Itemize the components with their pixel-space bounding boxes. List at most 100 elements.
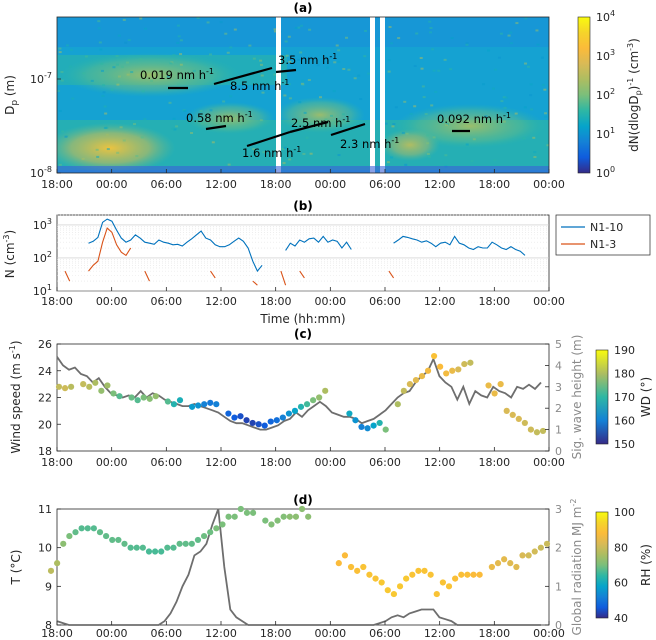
wind-point — [437, 363, 444, 370]
heatmap-cell — [135, 155, 139, 158]
heatmap-cell — [206, 21, 210, 24]
x-tick-label-0-6: 06:00 — [369, 178, 401, 191]
heatmap-cell — [426, 142, 430, 145]
heatmap-cell — [141, 90, 145, 93]
a-ytick-1-exp: -7 — [44, 71, 52, 80]
heatmap-cell — [127, 39, 131, 42]
x-tick-label-1-8: 18:00 — [478, 295, 510, 308]
heatmap-cell — [387, 70, 391, 73]
x-tick-label-3-6: 06:00 — [369, 627, 401, 640]
heatmap-cell — [422, 96, 426, 99]
heatmap-cell — [162, 76, 166, 79]
heatmap-cell — [384, 122, 388, 125]
heatmap-cell — [177, 35, 181, 38]
temperature-point — [335, 560, 342, 567]
heatmap-cell — [259, 59, 263, 62]
heatmap-cell — [503, 106, 507, 109]
heatmap-cell — [415, 32, 419, 35]
b-ytick-1: 10 — [33, 252, 47, 265]
heatmap-cell — [482, 83, 486, 86]
heatmap-cell — [465, 42, 469, 45]
heatmap-cell — [305, 136, 309, 139]
wind-point — [322, 387, 329, 394]
b-xlabel: Time (hh:mm) — [259, 312, 345, 326]
temperature-point — [182, 540, 189, 547]
heatmap-cell — [248, 44, 252, 47]
heatmap-cell — [192, 69, 196, 72]
panel-b-series — [65, 218, 526, 285]
heatmap-cell — [432, 136, 436, 139]
heatmap-cell — [287, 83, 291, 86]
heatmap-cell — [262, 151, 266, 154]
heatmap-cell — [309, 152, 313, 155]
heatmap-cell — [288, 60, 292, 63]
d-cb-tick-2: 80 — [614, 541, 628, 554]
heatmap-cell — [426, 134, 430, 137]
b-ytick-2: 10 — [33, 219, 47, 232]
heatmap-cell — [298, 101, 302, 104]
temperature-point — [464, 571, 471, 578]
heatmap-cell — [130, 71, 134, 74]
heatmap-cell — [65, 44, 69, 47]
heatmap-cell — [544, 112, 548, 115]
heatmap-cell — [172, 117, 176, 120]
heatmap-cell — [224, 32, 228, 35]
d-ytick-0: 8 — [45, 619, 52, 632]
wind-point — [418, 373, 426, 380]
heatmap-cell — [82, 72, 86, 75]
heatmap-cell — [532, 136, 536, 139]
temperature-point — [494, 560, 502, 567]
heatmap-cell — [345, 36, 349, 39]
heatmap-cell — [261, 91, 265, 94]
heatmap-cell — [397, 37, 401, 40]
x-tick-label-0-4: 18:00 — [260, 178, 292, 191]
heatmap-cell — [465, 143, 469, 146]
heatmap-cell — [386, 161, 390, 164]
heatmap-cell — [449, 68, 453, 71]
temperature-point — [72, 529, 79, 536]
wind-point — [533, 429, 541, 436]
heatmap-cell — [363, 55, 367, 58]
temperature-point — [525, 552, 532, 559]
temperature-point — [47, 567, 55, 574]
heatmap-cell — [102, 91, 106, 94]
heatmap-cell — [472, 138, 476, 141]
wind-point — [170, 401, 178, 408]
wave-height-line — [56, 356, 542, 431]
heatmap-cell — [172, 53, 176, 56]
wind-point — [176, 397, 184, 404]
heatmap-cell — [90, 79, 94, 82]
temperature-point — [305, 513, 312, 520]
wind-point — [503, 407, 510, 414]
heatmap-cell — [437, 69, 441, 72]
wind-point — [491, 390, 498, 397]
d-y2tick-3: 3 — [555, 503, 562, 516]
heatmap-cell — [337, 154, 341, 157]
c-ylabel: Wind speed (m s-1) — [8, 340, 23, 453]
growth-label-3: 0.58 nm h-1 — [186, 110, 253, 125]
heatmap-cell — [102, 84, 106, 87]
c-y2tick-3: 3 — [555, 381, 562, 394]
wind-point — [237, 413, 244, 420]
c-cb-tick-1: 160 — [614, 415, 635, 428]
heatmap-cell — [226, 51, 230, 54]
heatmap-cell — [64, 135, 68, 138]
growth-label-4: 2.5 nm h-1 — [291, 115, 350, 130]
heatmap-cell — [117, 34, 121, 37]
wind-point — [231, 414, 238, 421]
temperature-point — [188, 540, 195, 547]
heatmap-cell — [390, 156, 394, 159]
heatmap-cell — [283, 146, 287, 149]
wind-point — [285, 410, 292, 417]
heatmap-cell — [353, 77, 357, 80]
c-y2tick-1: 1 — [555, 424, 562, 437]
heatmap-cell — [60, 70, 64, 73]
x-tick-label-3-4: 18:00 — [260, 627, 292, 640]
heatmap-cell — [175, 125, 179, 128]
temperature-point — [403, 575, 410, 582]
wind-point — [352, 417, 359, 424]
wind-point — [255, 421, 262, 428]
a-cb-tick-1: 10 — [596, 128, 610, 141]
growth-line-1 — [213, 66, 273, 86]
heatmap-cell — [526, 65, 530, 68]
